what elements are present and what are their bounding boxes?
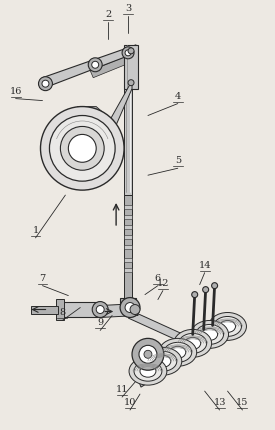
Ellipse shape [134, 361, 162, 381]
Text: 7: 7 [39, 273, 46, 283]
Text: 12: 12 [157, 279, 169, 288]
Ellipse shape [185, 338, 201, 349]
Text: 3: 3 [125, 4, 131, 13]
Circle shape [88, 58, 102, 72]
Text: 13: 13 [213, 398, 226, 407]
Ellipse shape [191, 320, 229, 348]
Polygon shape [124, 215, 132, 219]
Text: 11: 11 [116, 385, 128, 394]
Text: 10: 10 [124, 398, 136, 407]
Ellipse shape [155, 355, 171, 367]
Polygon shape [124, 195, 132, 304]
Circle shape [212, 283, 218, 289]
Polygon shape [124, 245, 132, 249]
Ellipse shape [170, 346, 186, 358]
Polygon shape [120, 298, 136, 311]
Polygon shape [128, 311, 186, 343]
Circle shape [92, 61, 99, 68]
Ellipse shape [149, 351, 177, 371]
Polygon shape [124, 235, 132, 239]
Polygon shape [90, 56, 130, 78]
Ellipse shape [219, 320, 235, 332]
Polygon shape [124, 205, 132, 209]
Ellipse shape [202, 329, 218, 341]
Circle shape [128, 80, 134, 86]
Text: 9: 9 [97, 319, 103, 327]
Ellipse shape [179, 333, 207, 353]
Text: 1: 1 [32, 226, 39, 235]
Polygon shape [100, 304, 138, 317]
Text: 2: 2 [105, 10, 111, 19]
Circle shape [40, 107, 124, 190]
Ellipse shape [174, 329, 212, 357]
Circle shape [132, 338, 164, 370]
Polygon shape [56, 298, 64, 320]
Polygon shape [58, 301, 100, 317]
Ellipse shape [214, 316, 241, 336]
Circle shape [192, 292, 198, 298]
Circle shape [39, 77, 53, 91]
Circle shape [42, 80, 49, 87]
Circle shape [120, 298, 140, 317]
Text: 15: 15 [236, 398, 249, 407]
Polygon shape [124, 268, 132, 272]
Circle shape [92, 301, 108, 317]
Polygon shape [138, 322, 235, 387]
Polygon shape [124, 56, 132, 195]
Text: 5: 5 [175, 156, 181, 165]
Ellipse shape [140, 365, 156, 377]
Circle shape [60, 126, 104, 170]
Circle shape [125, 303, 135, 313]
Text: 8: 8 [59, 308, 65, 317]
Circle shape [139, 345, 157, 363]
Polygon shape [124, 45, 138, 89]
Ellipse shape [144, 347, 182, 375]
Text: 14: 14 [198, 261, 211, 270]
Text: 4: 4 [175, 92, 181, 101]
Polygon shape [42, 45, 136, 89]
Circle shape [144, 350, 152, 358]
Polygon shape [96, 81, 132, 152]
Polygon shape [31, 306, 58, 313]
Ellipse shape [129, 357, 167, 385]
Ellipse shape [209, 313, 246, 341]
Circle shape [130, 304, 140, 314]
Circle shape [50, 116, 115, 181]
Polygon shape [124, 258, 132, 262]
Circle shape [96, 306, 104, 313]
Circle shape [68, 135, 96, 162]
Ellipse shape [164, 342, 192, 362]
Ellipse shape [159, 338, 197, 366]
Text: 6: 6 [155, 273, 161, 283]
Circle shape [122, 47, 134, 59]
Circle shape [125, 50, 131, 56]
Circle shape [203, 287, 209, 292]
Text: 16: 16 [9, 86, 22, 95]
Circle shape [128, 48, 134, 54]
Polygon shape [77, 107, 104, 114]
Ellipse shape [196, 325, 224, 344]
Polygon shape [124, 225, 132, 229]
